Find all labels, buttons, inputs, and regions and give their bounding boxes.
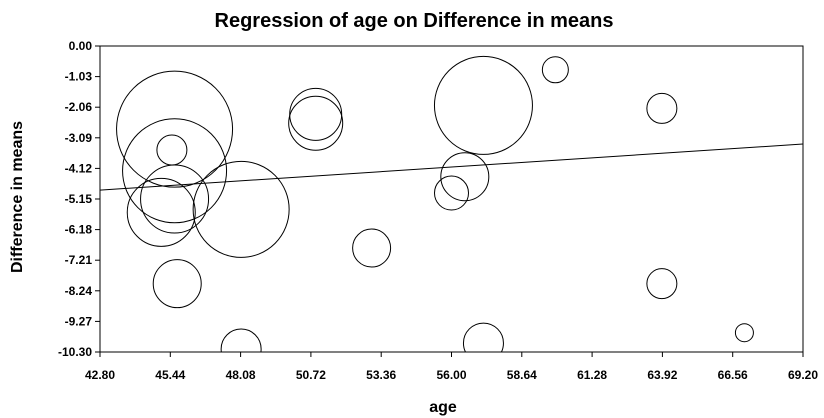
- study-bubble-5: [126, 177, 196, 247]
- study-bubble-7: [152, 259, 202, 309]
- study-bubble-18: [646, 268, 678, 300]
- y-tick-label: -4.12: [65, 161, 93, 175]
- y-tick-label: -1.03: [65, 70, 93, 84]
- study-bubble-19: [734, 323, 754, 343]
- x-tick-label: 61.28: [577, 368, 607, 382]
- y-tick-label: -10.30: [58, 345, 92, 359]
- study-bubble-11: [352, 228, 392, 268]
- y-tick-label: -6.18: [65, 223, 93, 237]
- study-bubble-4: [140, 164, 210, 234]
- study-bubble-12: [434, 175, 469, 211]
- study-bubble-10: [288, 95, 344, 151]
- y-tick-label: -8.24: [65, 284, 93, 298]
- study-bubble-17: [646, 92, 678, 124]
- chart-title: Regression of age on Difference in means: [215, 10, 614, 32]
- x-axis-ticks: 42.80 45.44 48.08 50.72 53.36 56.00 58.64 61.28…: [85, 352, 818, 382]
- study-bubble-3: [156, 134, 188, 166]
- y-tick-label: 0.00: [69, 39, 93, 53]
- y-tick-label: -7.21: [65, 253, 93, 267]
- x-tick-label: 63.92: [647, 368, 677, 382]
- study-bubble-2: [122, 118, 228, 224]
- y-tick-label: -5.15: [65, 192, 93, 206]
- study-bubble-15: [462, 322, 504, 352]
- study-bubble-13: [440, 152, 490, 202]
- regression-line: [99, 143, 804, 191]
- x-tick-label: 66.56: [718, 368, 748, 382]
- y-tick-label: -2.06: [65, 100, 93, 114]
- y-tick-label: -3.09: [65, 131, 93, 145]
- x-tick-label: 69.20: [788, 368, 818, 382]
- y-axis-label: Difference in means: [9, 121, 26, 273]
- study-bubble-14: [433, 55, 533, 155]
- x-tick-label: 58.64: [507, 368, 537, 382]
- plot-frame: [99, 45, 804, 353]
- y-tick-label: -9.27: [65, 314, 93, 328]
- x-tick-label: 56.00: [436, 368, 466, 382]
- bubble-series: [116, 55, 754, 352]
- x-tick-label: 48.08: [226, 368, 256, 382]
- study-bubble-1: [116, 70, 234, 188]
- x-tick-label: 50.72: [296, 368, 326, 382]
- x-tick-label: 45.44: [155, 368, 185, 382]
- x-tick-label: 53.36: [366, 368, 396, 382]
- x-axis-label: age: [429, 399, 457, 416]
- plot-area: [99, 45, 804, 353]
- study-bubble-8: [220, 328, 262, 352]
- y-axis-ticks: 0.00 -1.03 -2.06 -3.09 -4.12 -5.15 -6.18 -7.21 -…: [58, 39, 100, 359]
- study-bubble-16: [541, 56, 569, 84]
- x-tick-label: 42.80: [85, 368, 115, 382]
- study-bubble-6: [192, 160, 290, 258]
